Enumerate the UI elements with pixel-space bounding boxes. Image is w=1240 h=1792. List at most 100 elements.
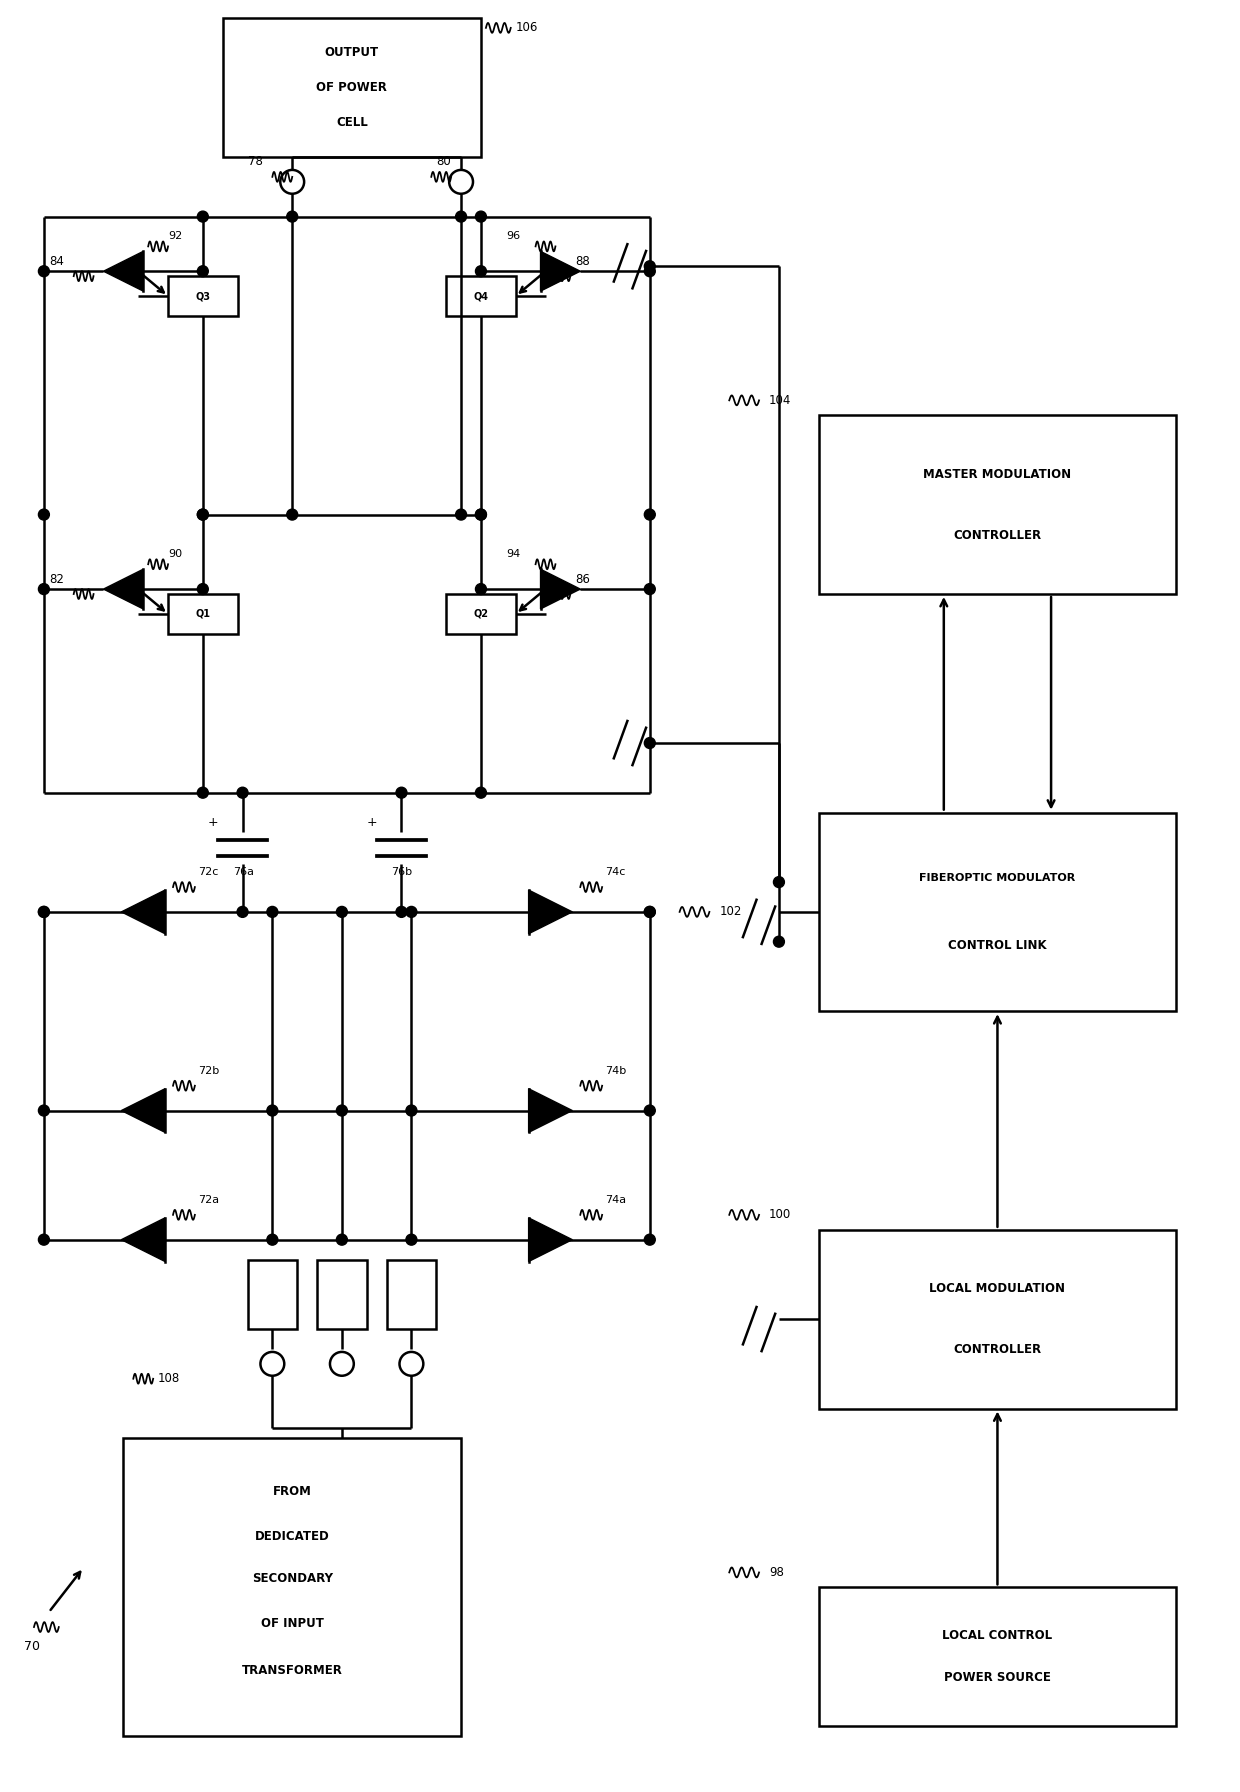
Text: +: + (207, 815, 218, 830)
Bar (248, 1260, 298, 1330)
Circle shape (197, 787, 208, 797)
Text: 88: 88 (575, 254, 590, 267)
Bar (818, 812, 1177, 1011)
Text: 96: 96 (506, 231, 520, 242)
Text: 98: 98 (769, 1566, 784, 1579)
Bar (446, 276, 516, 315)
Text: 104: 104 (769, 394, 791, 407)
Circle shape (336, 1106, 347, 1116)
Circle shape (475, 265, 486, 276)
Text: OF INPUT: OF INPUT (260, 1616, 324, 1629)
Bar (818, 1588, 1177, 1726)
Circle shape (286, 509, 298, 520)
Circle shape (645, 907, 655, 918)
Circle shape (197, 211, 208, 222)
Bar (317, 1260, 367, 1330)
Polygon shape (122, 1219, 165, 1262)
Circle shape (475, 211, 486, 222)
Circle shape (38, 1235, 50, 1245)
Text: MASTER MODULATION: MASTER MODULATION (924, 468, 1071, 480)
Polygon shape (528, 1090, 573, 1133)
Text: 76a: 76a (233, 867, 254, 876)
Text: 102: 102 (719, 905, 742, 918)
Text: 72c: 72c (198, 867, 218, 876)
Circle shape (645, 509, 655, 520)
Circle shape (455, 509, 466, 520)
Circle shape (645, 265, 655, 276)
Text: POWER SOURCE: POWER SOURCE (944, 1672, 1050, 1684)
Text: Q3: Q3 (196, 290, 211, 301)
Text: 90: 90 (169, 550, 182, 559)
Text: Q4: Q4 (474, 290, 489, 301)
Circle shape (405, 1106, 417, 1116)
Text: 70: 70 (24, 1640, 40, 1654)
Circle shape (645, 1106, 655, 1116)
Circle shape (267, 1106, 278, 1116)
Circle shape (197, 584, 208, 595)
Bar (169, 276, 238, 315)
Circle shape (396, 907, 407, 918)
Circle shape (405, 1235, 417, 1245)
Text: 94: 94 (506, 550, 520, 559)
Text: CELL: CELL (336, 116, 368, 129)
Polygon shape (103, 570, 144, 609)
Circle shape (455, 211, 466, 222)
Circle shape (197, 265, 208, 276)
Text: 74a: 74a (605, 1195, 626, 1204)
Circle shape (267, 1235, 278, 1245)
Text: 86: 86 (575, 573, 590, 586)
Circle shape (38, 1106, 50, 1116)
Text: 74b: 74b (605, 1066, 626, 1075)
Circle shape (237, 787, 248, 797)
Circle shape (38, 509, 50, 520)
Polygon shape (122, 891, 165, 934)
Text: CONTROL LINK: CONTROL LINK (949, 939, 1047, 952)
Circle shape (475, 584, 486, 595)
Circle shape (197, 509, 208, 520)
Circle shape (336, 1235, 347, 1245)
Circle shape (197, 509, 208, 520)
Circle shape (286, 211, 298, 222)
Polygon shape (103, 251, 144, 290)
Text: 92: 92 (169, 231, 182, 242)
Circle shape (336, 907, 347, 918)
Bar (169, 593, 238, 634)
Polygon shape (541, 251, 580, 290)
Text: 82: 82 (48, 573, 63, 586)
Text: 100: 100 (769, 1208, 791, 1222)
Text: Q2: Q2 (474, 609, 489, 618)
Circle shape (475, 509, 486, 520)
Circle shape (38, 907, 50, 918)
Text: 106: 106 (516, 22, 538, 34)
Text: DEDICATED: DEDICATED (255, 1530, 330, 1543)
Circle shape (237, 907, 248, 918)
Text: 72a: 72a (198, 1195, 219, 1204)
Circle shape (645, 738, 655, 749)
Circle shape (774, 935, 785, 948)
Circle shape (38, 907, 50, 918)
Text: OUTPUT: OUTPUT (325, 47, 379, 59)
Text: 72b: 72b (198, 1066, 219, 1075)
Bar (387, 1260, 436, 1330)
Circle shape (38, 584, 50, 595)
Text: CONTROLLER: CONTROLLER (954, 529, 1042, 541)
Circle shape (267, 907, 278, 918)
Text: FROM: FROM (273, 1486, 311, 1498)
Text: LOCAL MODULATION: LOCAL MODULATION (930, 1283, 1065, 1296)
Polygon shape (528, 1219, 573, 1262)
Text: Q1: Q1 (196, 609, 211, 618)
Text: 78: 78 (248, 156, 263, 168)
Circle shape (405, 907, 417, 918)
Circle shape (645, 1235, 655, 1245)
Text: 108: 108 (159, 1373, 180, 1385)
Polygon shape (541, 570, 580, 609)
Text: TRANSFORMER: TRANSFORMER (242, 1665, 342, 1677)
Text: 84: 84 (48, 254, 63, 267)
Circle shape (774, 876, 785, 887)
Text: +: + (366, 815, 377, 830)
Circle shape (645, 907, 655, 918)
Text: 76b: 76b (392, 867, 413, 876)
Polygon shape (122, 1090, 165, 1133)
Text: OF POWER: OF POWER (316, 81, 387, 93)
Circle shape (475, 509, 486, 520)
